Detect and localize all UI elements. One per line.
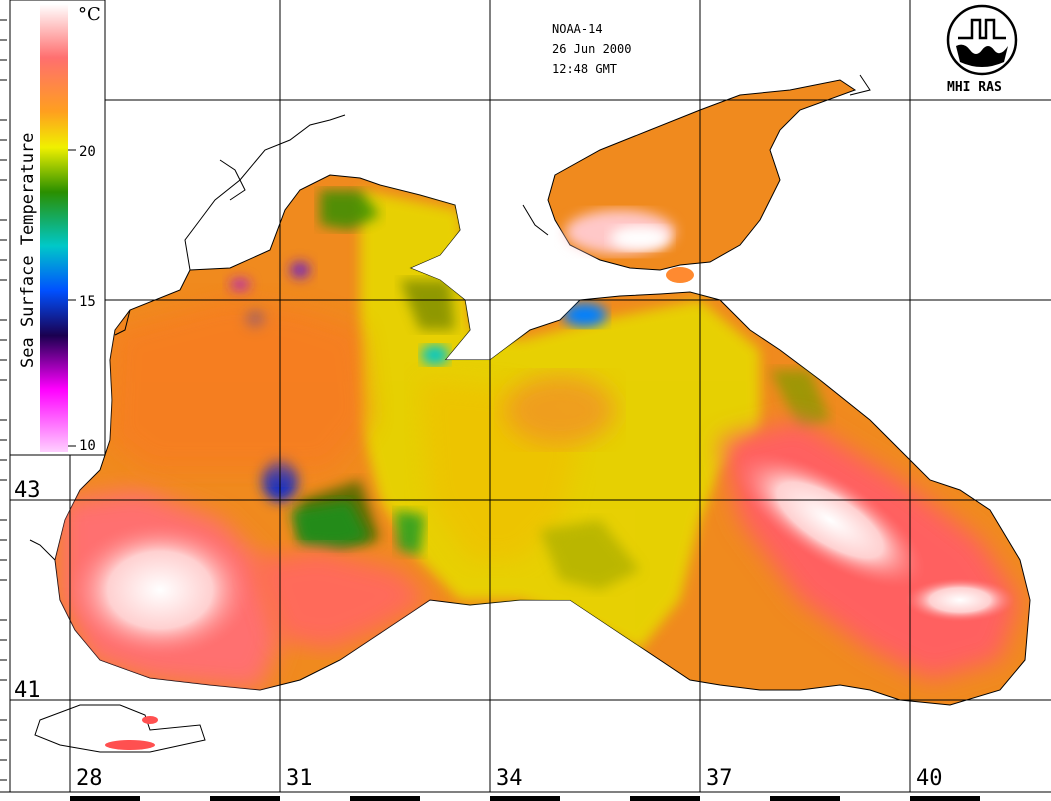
- satellite-label: NOAA-14: [552, 22, 603, 36]
- legend-colorbar: [40, 4, 68, 452]
- lon-label: 28: [76, 766, 103, 791]
- legend-tick-label: 10: [79, 438, 96, 454]
- lon-label: 40: [916, 766, 943, 791]
- legend-title: Sea Surface Temperature: [18, 132, 38, 368]
- time-label: 12:48 GMT: [552, 62, 618, 76]
- date-label: 26 Jun 2000: [552, 42, 632, 56]
- legend-tick-label: 20: [79, 144, 96, 160]
- lon-label: 31: [286, 766, 313, 791]
- marmara-region: [34, 704, 206, 753]
- lon-label: 34: [496, 766, 523, 791]
- mhi-logo-icon: [946, 4, 1018, 76]
- lon-label: 37: [706, 766, 733, 791]
- lat-label: 41: [14, 678, 41, 703]
- legend-unit: °C: [78, 4, 101, 25]
- logo-text: MHI RAS: [947, 80, 1002, 95]
- legend-tick-label: 15: [79, 294, 96, 310]
- lat-label: 43: [14, 478, 41, 503]
